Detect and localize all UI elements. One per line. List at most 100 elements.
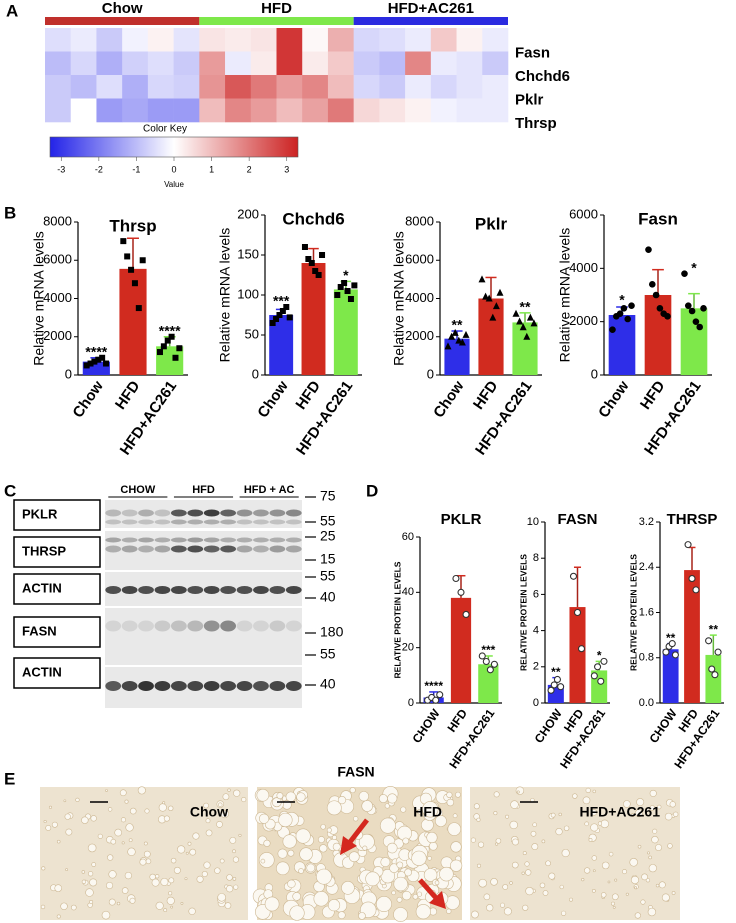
blot-band [253, 620, 269, 632]
significance-label: *** [273, 293, 290, 309]
data-point [526, 313, 534, 321]
heatmap-cell [327, 28, 354, 52]
heatmap-cell [250, 28, 277, 52]
blot-band [105, 509, 122, 517]
vacuole [263, 839, 271, 847]
vacuole [296, 792, 306, 802]
vacuole [226, 874, 233, 881]
significance-label: **** [424, 679, 443, 693]
vacuole [91, 862, 97, 867]
heatmap-cell [456, 28, 483, 52]
vacuole [623, 800, 631, 808]
blot-band [154, 537, 171, 543]
significance-label: * [343, 267, 349, 283]
blot-band [203, 509, 220, 517]
vacuole [585, 787, 591, 794]
blot-band [236, 519, 253, 525]
group-label: Chow [102, 0, 143, 17]
heatmap-cell [353, 28, 380, 52]
heatmap-cell [379, 98, 406, 123]
heatmap-cell [173, 51, 200, 76]
data-point [519, 323, 527, 331]
vacuole [550, 812, 556, 818]
vacuole [129, 897, 136, 904]
vacuole [630, 875, 640, 885]
vacuole [337, 795, 347, 805]
group-label: HFD [261, 0, 292, 17]
vacuole [226, 885, 234, 893]
heatmap-cell [96, 98, 123, 123]
colorbar-tick-label: -3 [57, 164, 65, 174]
vacuole [592, 789, 596, 794]
vacuole [378, 794, 388, 803]
vacuole [542, 890, 549, 896]
band-label: FASN [22, 623, 57, 638]
data-point [648, 281, 656, 288]
heatmap-cell [456, 51, 483, 76]
vacuole [380, 868, 396, 884]
blot-strip [105, 608, 302, 665]
vacuole [192, 832, 200, 840]
vacuole [107, 807, 113, 812]
vacuole [649, 789, 657, 797]
heatmap-cell [225, 51, 252, 76]
y-tick-label: 8 [533, 552, 539, 564]
vacuole [512, 838, 519, 846]
data-point [176, 345, 183, 352]
blot-band [154, 681, 171, 691]
band-label: PKLR [22, 506, 58, 521]
y-tick-label: 2000 [569, 313, 598, 328]
vacuole [561, 848, 570, 858]
blot-band [220, 537, 237, 543]
blot-band [269, 519, 286, 525]
vacuole [434, 880, 440, 886]
vacuole [185, 851, 189, 855]
data-point [624, 315, 632, 323]
vacuole [232, 856, 239, 863]
vacuole [65, 828, 73, 836]
vacuole [521, 871, 525, 875]
data-point [512, 309, 520, 317]
vacuole [636, 798, 645, 807]
data-point [550, 681, 558, 689]
heatmap-cell [199, 51, 226, 76]
vacuole [447, 822, 462, 836]
vacuole [277, 848, 288, 859]
vacuole [168, 877, 175, 884]
bar [684, 570, 700, 703]
vacuole [70, 904, 77, 911]
blot-band [285, 509, 302, 517]
data-point [681, 270, 688, 277]
bar [608, 315, 636, 375]
vacuole [582, 796, 591, 805]
heatmap-cell [45, 75, 72, 99]
vacuole [559, 884, 564, 890]
significance-label: *** [481, 643, 495, 657]
vacuole [48, 805, 53, 809]
data-point [124, 253, 131, 260]
y-tick-label: 4000 [569, 260, 598, 275]
chart-title: Thrsp [109, 216, 156, 235]
vacuole [569, 897, 573, 902]
arrow-head [429, 891, 446, 909]
arrow [418, 878, 438, 900]
colorbar-tick-label: 2 [247, 164, 252, 174]
heatmap-cell [250, 51, 277, 76]
y-tick-label: 0 [252, 366, 259, 381]
vacuole [493, 811, 498, 816]
heatmap-cell [45, 51, 72, 76]
data-point [334, 292, 341, 298]
vacuole [590, 809, 598, 816]
vacuole [124, 871, 132, 880]
vacuole [124, 799, 129, 804]
vacuole [476, 863, 481, 868]
vacuole [478, 878, 487, 888]
colorbar-label: Value [164, 180, 184, 189]
bar [301, 263, 326, 375]
bar [512, 322, 538, 375]
vacuole [144, 808, 150, 814]
data-point [462, 330, 470, 338]
chart-title: THRSP [667, 511, 718, 528]
data-point [347, 296, 354, 302]
vacuole [422, 801, 439, 818]
